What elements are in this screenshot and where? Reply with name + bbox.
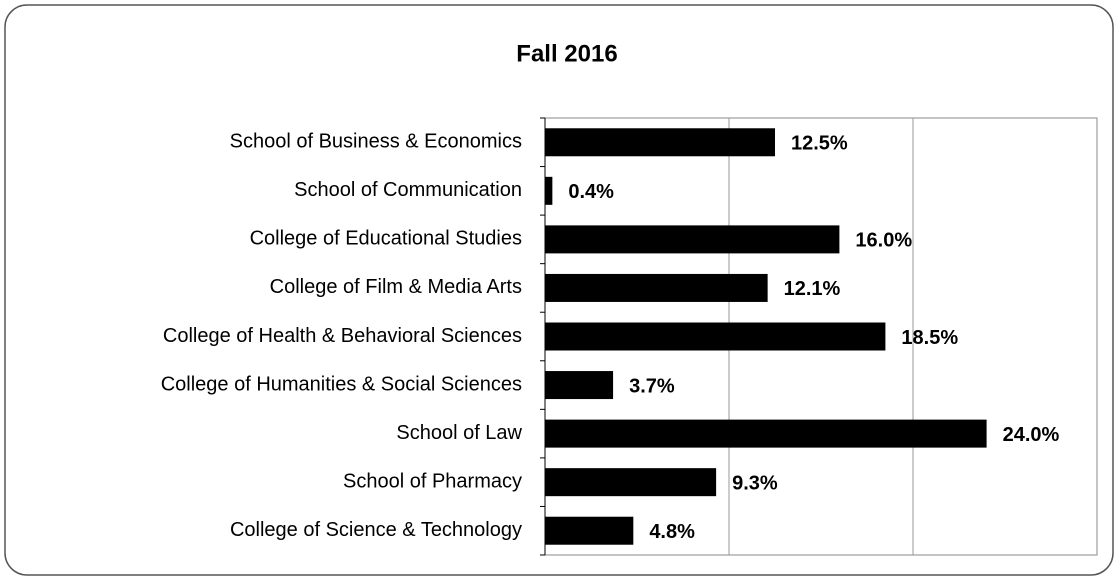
bar <box>545 176 553 205</box>
bar <box>545 516 634 545</box>
y-tick-label: College of Health & Behavioral Sciences <box>163 325 522 347</box>
y-tick-label: School of Law <box>396 422 522 444</box>
y-tick-label: School of Communication <box>294 179 522 201</box>
bar <box>545 468 717 497</box>
value-label: 9.3% <box>732 472 778 494</box>
value-label: 4.8% <box>649 521 695 543</box>
value-label: 24.0% <box>1003 424 1060 446</box>
chart-title: Fall 2016 <box>516 40 617 67</box>
y-tick-label: School of Business & Economics <box>230 131 522 153</box>
bar <box>545 371 614 400</box>
value-label: 18.5% <box>901 327 958 349</box>
y-tick-label: School of Pharmacy <box>343 470 522 492</box>
bar <box>545 273 768 302</box>
y-tick-label: College of Humanities & Social Sciences <box>161 373 522 395</box>
bar <box>545 225 840 254</box>
y-tick-label: College of Educational Studies <box>250 228 522 250</box>
bar <box>545 322 886 351</box>
value-label: 12.1% <box>784 278 841 300</box>
y-tick-label: College of Film & Media Arts <box>270 276 522 298</box>
bar <box>545 419 987 448</box>
value-label: 16.0% <box>855 230 912 252</box>
y-tick-label: College of Science & Technology <box>230 519 522 541</box>
value-label: 3.7% <box>629 375 675 397</box>
value-label: 0.4% <box>568 181 614 203</box>
bar <box>545 128 775 157</box>
value-label: 12.5% <box>791 133 848 155</box>
